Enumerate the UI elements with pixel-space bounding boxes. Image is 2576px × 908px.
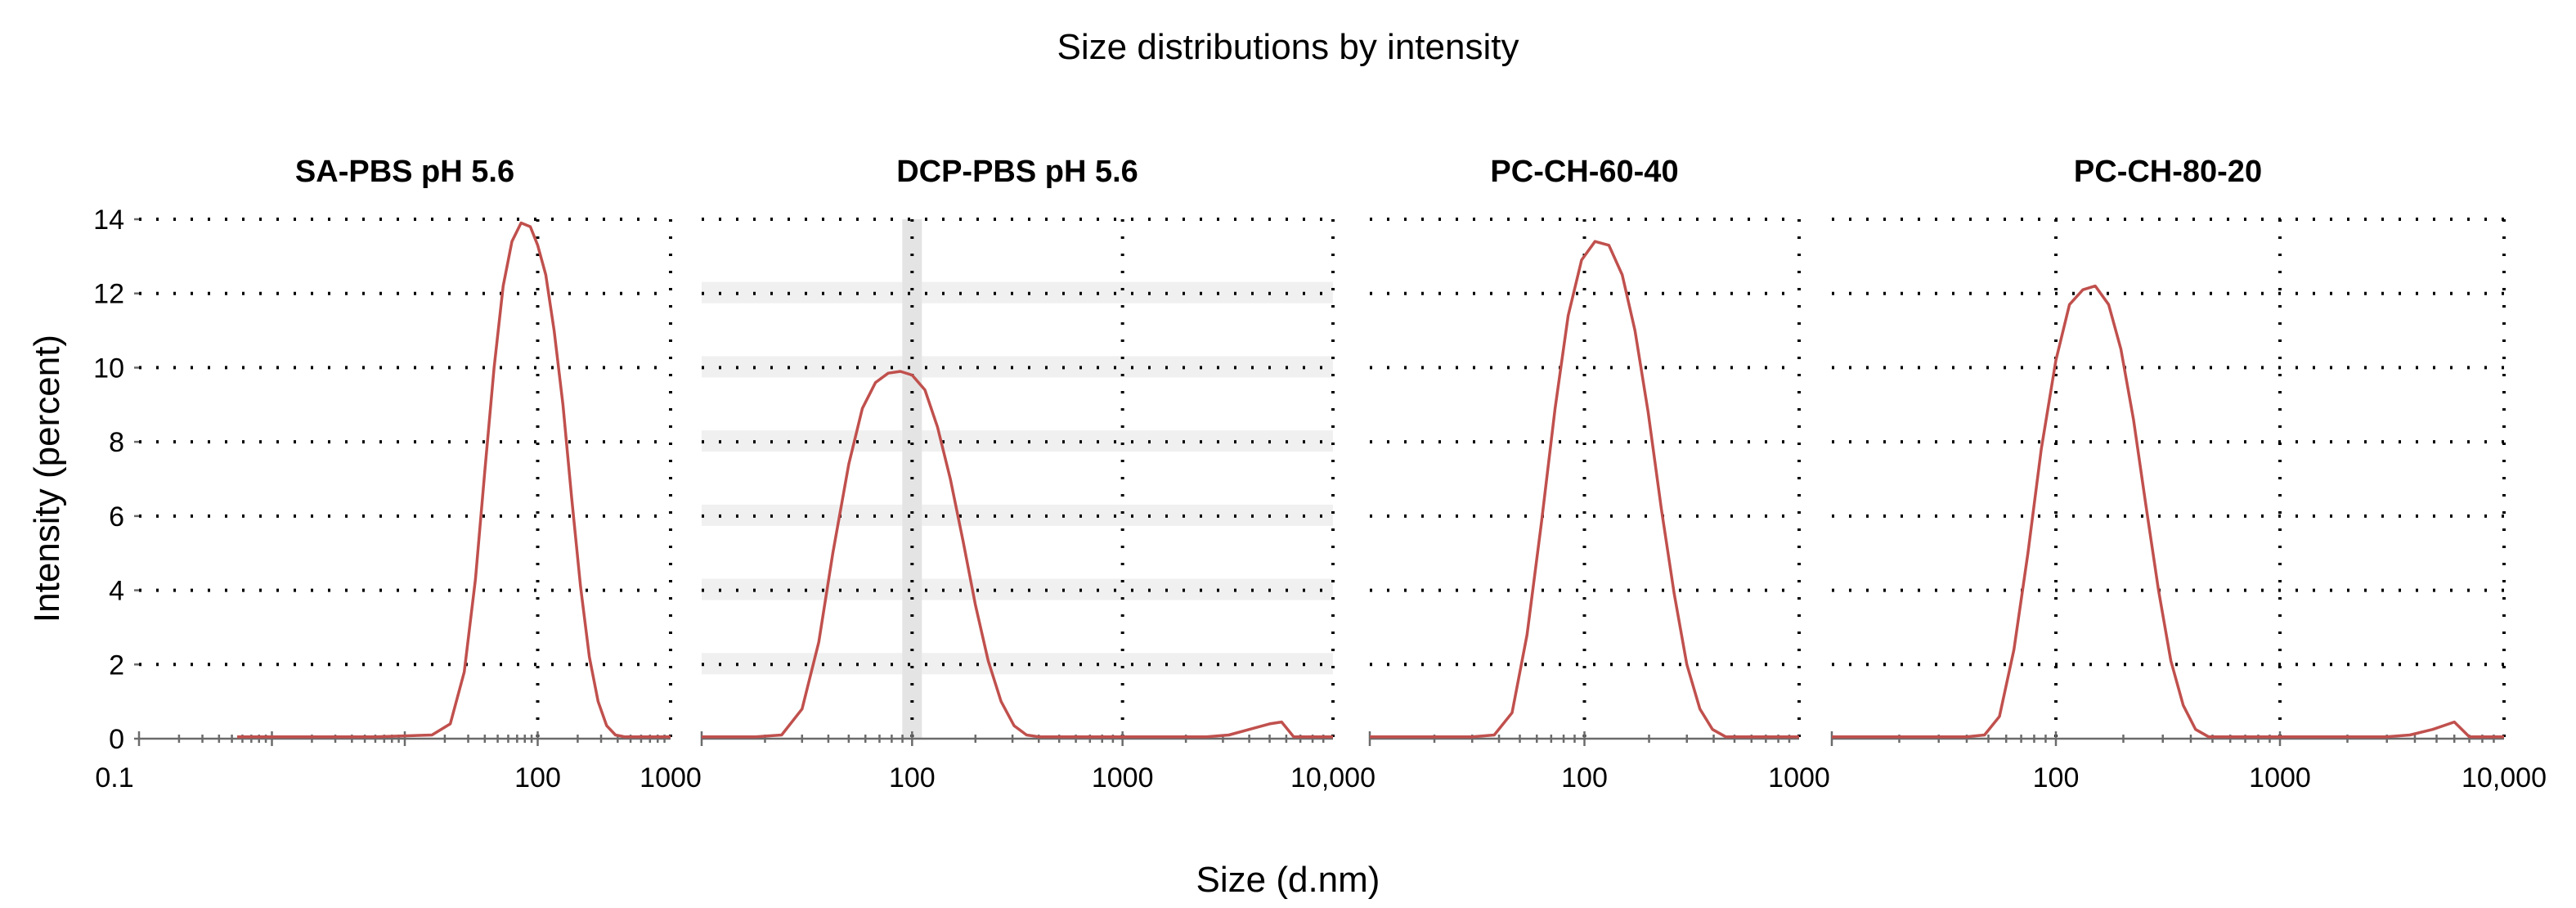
panel-title: SA-PBS pH 5.6	[295, 155, 514, 189]
x-tick-label: 10,000	[1290, 762, 1376, 793]
y-tick-label: 2	[109, 650, 124, 681]
y-tick-label: 4	[109, 576, 124, 607]
background-band	[702, 504, 1333, 526]
panel-4: PC-CH-80-20 100 1000 10,000	[1830, 155, 2547, 793]
x-tick-label: 100	[889, 762, 936, 793]
series-line	[702, 370, 1333, 739]
x-tick-label: 100	[514, 762, 561, 793]
background-band	[702, 578, 1333, 600]
series-line	[1832, 284, 2504, 739]
x-tick-label: 1000	[640, 762, 702, 793]
chart-title: Size distributions by intensity	[1057, 27, 1519, 67]
series-line	[1370, 240, 1799, 739]
x-axis-label: Size (d.nm)	[1196, 860, 1380, 900]
y-tick-label: 0	[109, 724, 124, 755]
panel-title: PC-CH-60-40	[1490, 155, 1678, 189]
y-tick-label: 12	[93, 279, 124, 310]
x-tick-label: 1000	[2249, 762, 2311, 793]
series-line	[237, 221, 671, 739]
y-axis-label: Intensity (percent)	[27, 335, 67, 623]
background-band	[702, 281, 1333, 303]
background-band	[702, 653, 1333, 675]
x-tick-label: 1000	[1092, 762, 1154, 793]
x-tick-label: 1000	[1768, 762, 1830, 793]
x-tick-label: 0.1	[95, 762, 133, 793]
x-tick-label: 100	[2033, 762, 2080, 793]
panel-3: PC-CH-60-40 100 1000	[1368, 155, 1830, 793]
panel-2: DCP-PBS pH 5.6 100 1000 10,000	[700, 155, 1376, 793]
background-band	[702, 430, 1333, 452]
x-tick-label: 10,000	[2462, 762, 2547, 793]
y-tick-label: 8	[109, 427, 124, 458]
y-tick-label: 6	[109, 501, 124, 533]
panel-1: SA-PBS pH 5.60.1 100 1000	[95, 155, 701, 793]
x-tick-label: 100	[1561, 762, 1608, 793]
y-tick-label: 14	[93, 205, 124, 236]
background-band	[702, 356, 1333, 378]
panel-title: DCP-PBS pH 5.6	[896, 155, 1138, 189]
panel-title: PC-CH-80-20	[2074, 155, 2262, 189]
y-tick-label: 10	[93, 353, 124, 384]
